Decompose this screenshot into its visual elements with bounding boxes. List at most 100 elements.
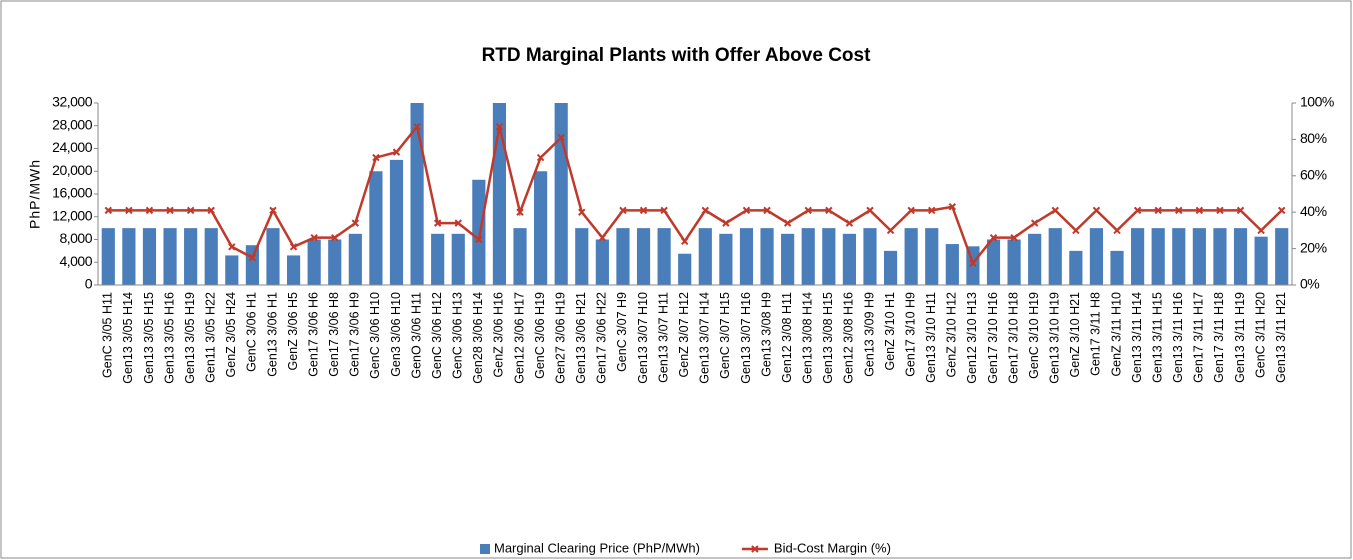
line-marker bbox=[989, 233, 998, 242]
line-marker bbox=[598, 233, 607, 242]
x-tick-label: GenC 3/11 H20 bbox=[1253, 292, 1267, 378]
bar bbox=[348, 233, 362, 285]
y-tick-label: 16,000 bbox=[52, 185, 93, 201]
x-tick-label: GenZ 3/07 H12 bbox=[677, 292, 691, 378]
y2-tick-label: 80% bbox=[1300, 130, 1327, 146]
y-axis-title: PhP/MWh bbox=[27, 159, 43, 229]
line-marker bbox=[1051, 206, 1059, 215]
bar bbox=[801, 228, 815, 285]
line-marker bbox=[125, 206, 133, 215]
x-tick-label: Gen13 3/11 H15 bbox=[1150, 292, 1164, 383]
bar bbox=[389, 159, 404, 285]
x-tick-label: Gen13 3/05 H16 bbox=[162, 292, 176, 384]
y-tick-label: 20,000 bbox=[52, 162, 93, 178]
bar bbox=[636, 228, 651, 285]
x-tick-label: GenO 3/06 H11 bbox=[409, 292, 423, 379]
bar bbox=[369, 171, 383, 285]
bar bbox=[1254, 236, 1268, 285]
x-tick-label: Gen12 3/10 H13 bbox=[965, 292, 979, 384]
x-tick-label: Gen13 3/11 H19 bbox=[1233, 292, 1247, 383]
line-marker bbox=[578, 208, 586, 216]
bar bbox=[781, 233, 795, 285]
legend-label: Bid-Cost Margin (%) bbox=[774, 540, 891, 555]
line-marker bbox=[186, 206, 195, 215]
x-tick-label: Gen13 3/05 H19 bbox=[183, 292, 197, 384]
line-marker bbox=[454, 219, 462, 227]
line-marker bbox=[516, 208, 524, 216]
line-marker bbox=[433, 219, 442, 227]
line-marker bbox=[969, 259, 977, 267]
x-tick-label: GenC 3/07 H15 bbox=[718, 292, 732, 379]
bar bbox=[184, 228, 198, 285]
bar bbox=[1213, 228, 1227, 285]
bar bbox=[616, 228, 630, 285]
x-tick-label: Gen13 3/11 H21 bbox=[1274, 292, 1288, 383]
bar bbox=[1028, 233, 1042, 285]
x-tick-label: Gen13 3/05 H14 bbox=[121, 292, 135, 384]
x-tick-label: Gen3 3/06 H10 bbox=[389, 292, 403, 377]
x-tick-label: GenC 3/10 H19 bbox=[1027, 292, 1041, 379]
x-tick-label: Gen17 3/10 H16 bbox=[986, 292, 1000, 384]
x-tick-label: Gen28 3/06 H14 bbox=[471, 292, 485, 384]
bar bbox=[1172, 228, 1186, 285]
x-tick-label: GenZ 3/06 H16 bbox=[492, 292, 506, 378]
x-tick-label: Gen12 3/08 H16 bbox=[842, 292, 856, 384]
x-tick-label: GenC 3/06 H13 bbox=[451, 292, 465, 379]
x-tick-label: Gen13 3/07 H10 bbox=[636, 292, 650, 384]
x-tick-label: Gen17 3/11 H17 bbox=[1192, 292, 1206, 383]
line-marker bbox=[269, 206, 277, 215]
x-tick-label: GenC 3/06 H1 bbox=[245, 292, 259, 372]
bar bbox=[1275, 228, 1289, 285]
x-tick-label: Gen17 3/11 H8 bbox=[1089, 292, 1103, 376]
x-tick-label: Gen11 3/05 H22 bbox=[204, 292, 218, 383]
x-tick-label: GenC 3/05 H11 bbox=[101, 292, 115, 378]
x-tick-label: Gen17 3/10 H9 bbox=[903, 292, 917, 377]
line-marker bbox=[763, 206, 771, 215]
line-marker bbox=[248, 253, 257, 262]
bar bbox=[678, 253, 692, 285]
line-marker bbox=[722, 219, 730, 227]
line-marker bbox=[145, 206, 154, 215]
x-tick-label: GenC 3/07 H9 bbox=[615, 292, 629, 372]
line-marker bbox=[639, 206, 648, 215]
bar bbox=[1069, 250, 1083, 285]
bar bbox=[739, 228, 754, 285]
bar bbox=[925, 228, 939, 285]
bar bbox=[328, 239, 342, 285]
x-tick-label: Gen17 3/06 H22 bbox=[595, 292, 609, 384]
bar bbox=[842, 233, 856, 285]
line-marker bbox=[680, 237, 689, 246]
bar bbox=[410, 103, 424, 285]
line-marker bbox=[660, 206, 668, 215]
x-tick-label: Gen13 3/06 H21 bbox=[574, 292, 588, 384]
y2-tick-label: 100% bbox=[1300, 94, 1334, 110]
line-marker bbox=[1236, 206, 1245, 215]
line-marker bbox=[886, 226, 895, 235]
bar bbox=[225, 255, 239, 285]
bar bbox=[307, 239, 321, 285]
x-tick-label: GenZ 3/10 H21 bbox=[1068, 292, 1082, 378]
bar bbox=[163, 228, 177, 285]
y-tick-label: 12,000 bbox=[52, 207, 93, 223]
x-tick-label: GenZ 3/11 H10 bbox=[1109, 292, 1123, 377]
legend-swatch bbox=[480, 544, 490, 554]
x-tick-label: Gen13 3/06 H1 bbox=[265, 292, 279, 377]
line-marker bbox=[928, 206, 936, 215]
x-tick-label: Gen13 3/09 H9 bbox=[862, 292, 876, 377]
x-tick-label: Gen13 3/07 H14 bbox=[698, 292, 712, 384]
x-tick-label: GenZ 3/06 H5 bbox=[286, 292, 300, 371]
y2-tick-label: 60% bbox=[1300, 167, 1327, 183]
line-marker bbox=[372, 153, 380, 162]
line-marker bbox=[310, 233, 318, 242]
line-marker bbox=[742, 206, 751, 215]
bar bbox=[575, 228, 589, 285]
legend-label: Marginal Clearing Price (PhP/MWh) bbox=[494, 540, 700, 555]
line-marker bbox=[331, 233, 339, 242]
bar bbox=[863, 228, 877, 285]
bar bbox=[1048, 228, 1062, 285]
line-marker bbox=[948, 203, 957, 211]
x-tick-label: GenZ 3/10 H1 bbox=[883, 292, 897, 371]
line-marker bbox=[557, 133, 565, 142]
bar bbox=[986, 239, 1001, 285]
